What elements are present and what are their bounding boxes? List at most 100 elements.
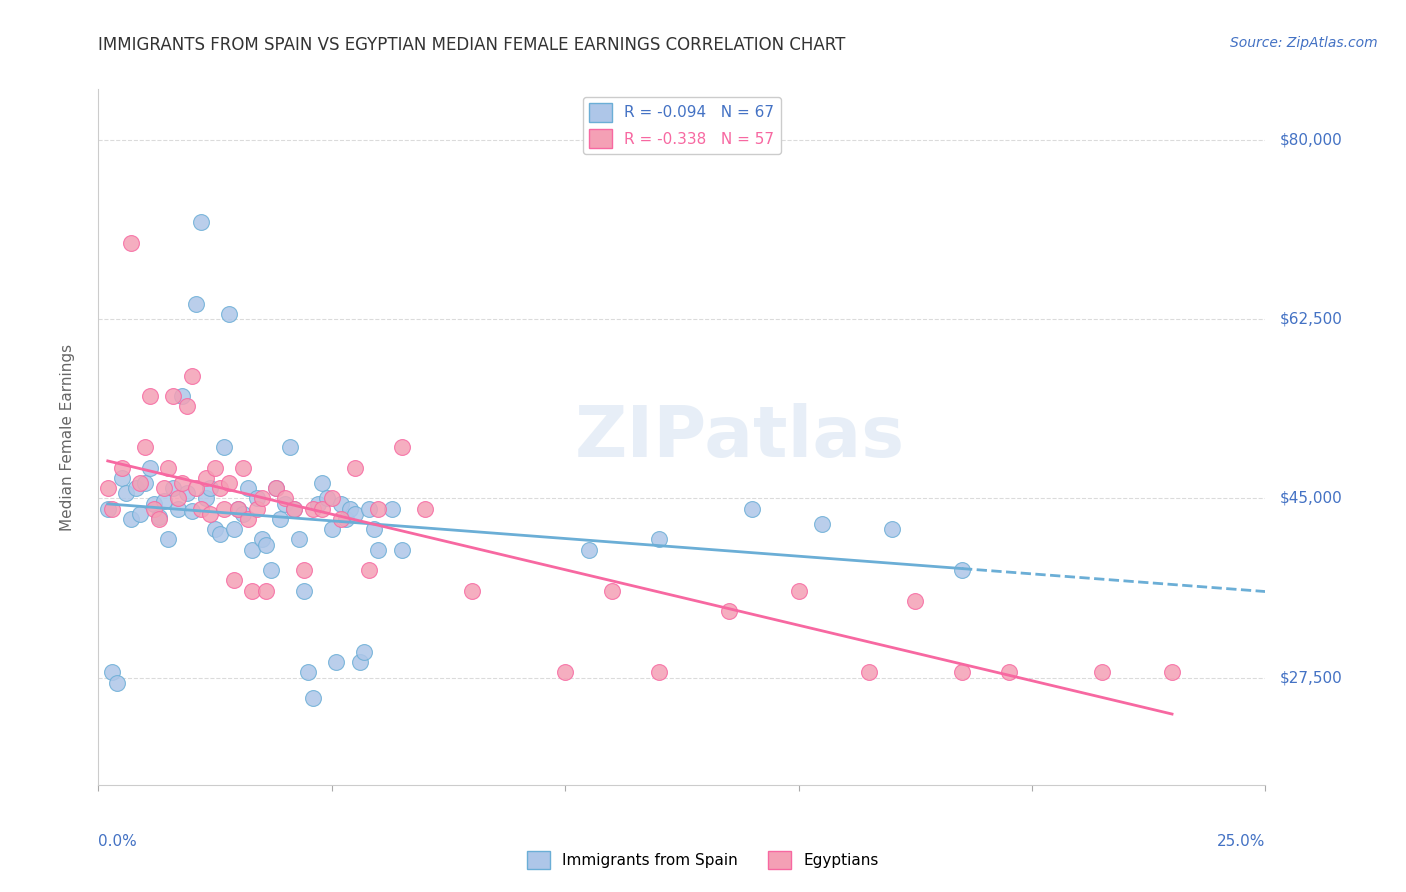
Point (242, 542, 264, 557)
Point (194, 471, 217, 485)
Point (811, 516, 834, 531)
Point (288, 533, 311, 547)
Point (97, 501, 120, 516)
Text: IMMIGRANTS FROM SPAIN VS EGYPTIAN MEDIAN FEMALE EARNINGS CORRELATION CHART: IMMIGRANTS FROM SPAIN VS EGYPTIAN MEDIAN… (98, 36, 846, 54)
Point (578, 542, 600, 557)
Point (134, 440, 156, 454)
Point (292, 563, 315, 577)
Point (172, 389, 194, 403)
Point (904, 594, 927, 608)
Point (269, 512, 291, 526)
Point (194, 491, 217, 506)
Point (115, 486, 138, 500)
Point (344, 460, 367, 475)
Legend: Immigrants from Spain, Egyptians: Immigrants from Spain, Egyptians (520, 845, 886, 875)
Text: $27,500: $27,500 (1279, 670, 1343, 685)
Point (325, 655, 347, 669)
Point (120, 235, 142, 250)
Point (367, 542, 389, 557)
Point (162, 481, 184, 495)
Point (787, 583, 810, 598)
Point (330, 512, 353, 526)
Point (260, 563, 283, 577)
Point (321, 522, 343, 536)
Point (236, 512, 259, 526)
Point (274, 491, 297, 506)
Point (101, 665, 124, 680)
Point (647, 533, 669, 547)
Point (208, 527, 231, 541)
Point (232, 460, 254, 475)
Point (1091, 665, 1114, 680)
Point (335, 512, 357, 526)
Point (105, 675, 128, 690)
Point (190, 501, 212, 516)
Point (157, 533, 180, 547)
Point (246, 491, 269, 506)
Y-axis label: Median Female Earnings: Median Female Earnings (60, 343, 75, 531)
Point (120, 512, 142, 526)
Point (162, 389, 184, 403)
Point (152, 493, 174, 508)
Point (353, 645, 375, 659)
Point (283, 501, 305, 516)
Point (218, 476, 240, 491)
Point (264, 481, 287, 495)
Point (204, 460, 226, 475)
Point (200, 481, 222, 495)
Point (172, 476, 194, 491)
Point (143, 501, 166, 516)
Point (166, 491, 188, 506)
Point (208, 481, 231, 495)
Point (139, 389, 162, 403)
Point (302, 501, 325, 516)
Point (311, 501, 333, 516)
Point (359, 501, 381, 516)
Point (246, 501, 269, 516)
Point (950, 665, 973, 680)
Point (176, 400, 198, 414)
Text: $62,500: $62,500 (1279, 312, 1343, 326)
Point (186, 481, 208, 495)
Point (111, 471, 134, 485)
Point (242, 583, 264, 598)
Point (359, 563, 381, 577)
Point (741, 501, 763, 516)
Point (139, 460, 162, 475)
Point (554, 665, 576, 680)
Point (316, 491, 339, 506)
Point (125, 481, 148, 495)
Point (278, 440, 301, 454)
Text: ZIPatlas: ZIPatlas (575, 402, 905, 472)
Point (129, 507, 152, 521)
Point (283, 501, 305, 516)
Text: 0.0%: 0.0% (98, 834, 138, 848)
Point (111, 460, 134, 475)
Point (302, 690, 325, 705)
Point (204, 522, 226, 536)
Text: $80,000: $80,000 (1279, 133, 1343, 148)
Point (232, 507, 254, 521)
Point (391, 542, 413, 557)
Point (152, 481, 174, 495)
Point (157, 460, 180, 475)
Point (339, 501, 361, 516)
Text: $45,000: $45,000 (1279, 491, 1343, 506)
Point (461, 583, 484, 598)
Point (200, 507, 222, 521)
Point (391, 440, 413, 454)
Point (381, 501, 404, 516)
Point (292, 583, 315, 598)
Point (367, 501, 389, 516)
Point (228, 501, 250, 516)
Point (250, 533, 273, 547)
Text: 25.0%: 25.0% (1218, 834, 1265, 848)
Text: Source: ZipAtlas.com: Source: ZipAtlas.com (1230, 36, 1378, 50)
Point (228, 501, 250, 516)
Point (880, 522, 903, 536)
Point (129, 476, 152, 491)
Point (143, 497, 166, 511)
Point (330, 497, 353, 511)
Legend: R = -0.094   N = 67, R = -0.338   N = 57: R = -0.094 N = 67, R = -0.338 N = 57 (583, 97, 780, 154)
Point (274, 497, 297, 511)
